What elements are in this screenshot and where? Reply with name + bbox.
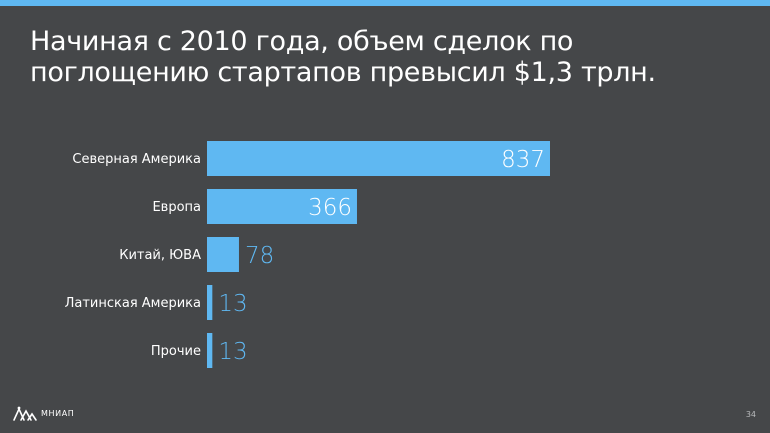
bar [207,333,213,368]
bar [207,237,239,272]
slide-title: Начиная с 2010 года, объем сделок по пог… [30,26,750,88]
page-number: 34 [745,410,756,419]
value-label: 78 [245,243,274,269]
top-accent-bar [0,0,770,6]
value-label: 13 [218,339,247,365]
slide-title-line-2: поглощению стартапов превысил $1,3 трлн. [30,57,656,88]
category-label: Китай, ЮВА [119,248,201,263]
value-label: 13 [218,291,247,317]
slide-title-line-1: Начиная с 2010 года, объем сделок по [30,26,574,57]
bar [207,285,213,320]
value-label: 366 [308,195,352,221]
value-label: 837 [501,147,545,173]
footer-org-name: МНИАП [41,409,75,418]
category-label: Европа [152,200,201,215]
category-label: Прочие [151,344,201,359]
mniap-logo-icon [13,406,37,421]
category-label: Латинская Америка [65,296,201,311]
bar [207,189,357,224]
category-label: Северная Америка [72,152,201,167]
bar [207,141,550,176]
